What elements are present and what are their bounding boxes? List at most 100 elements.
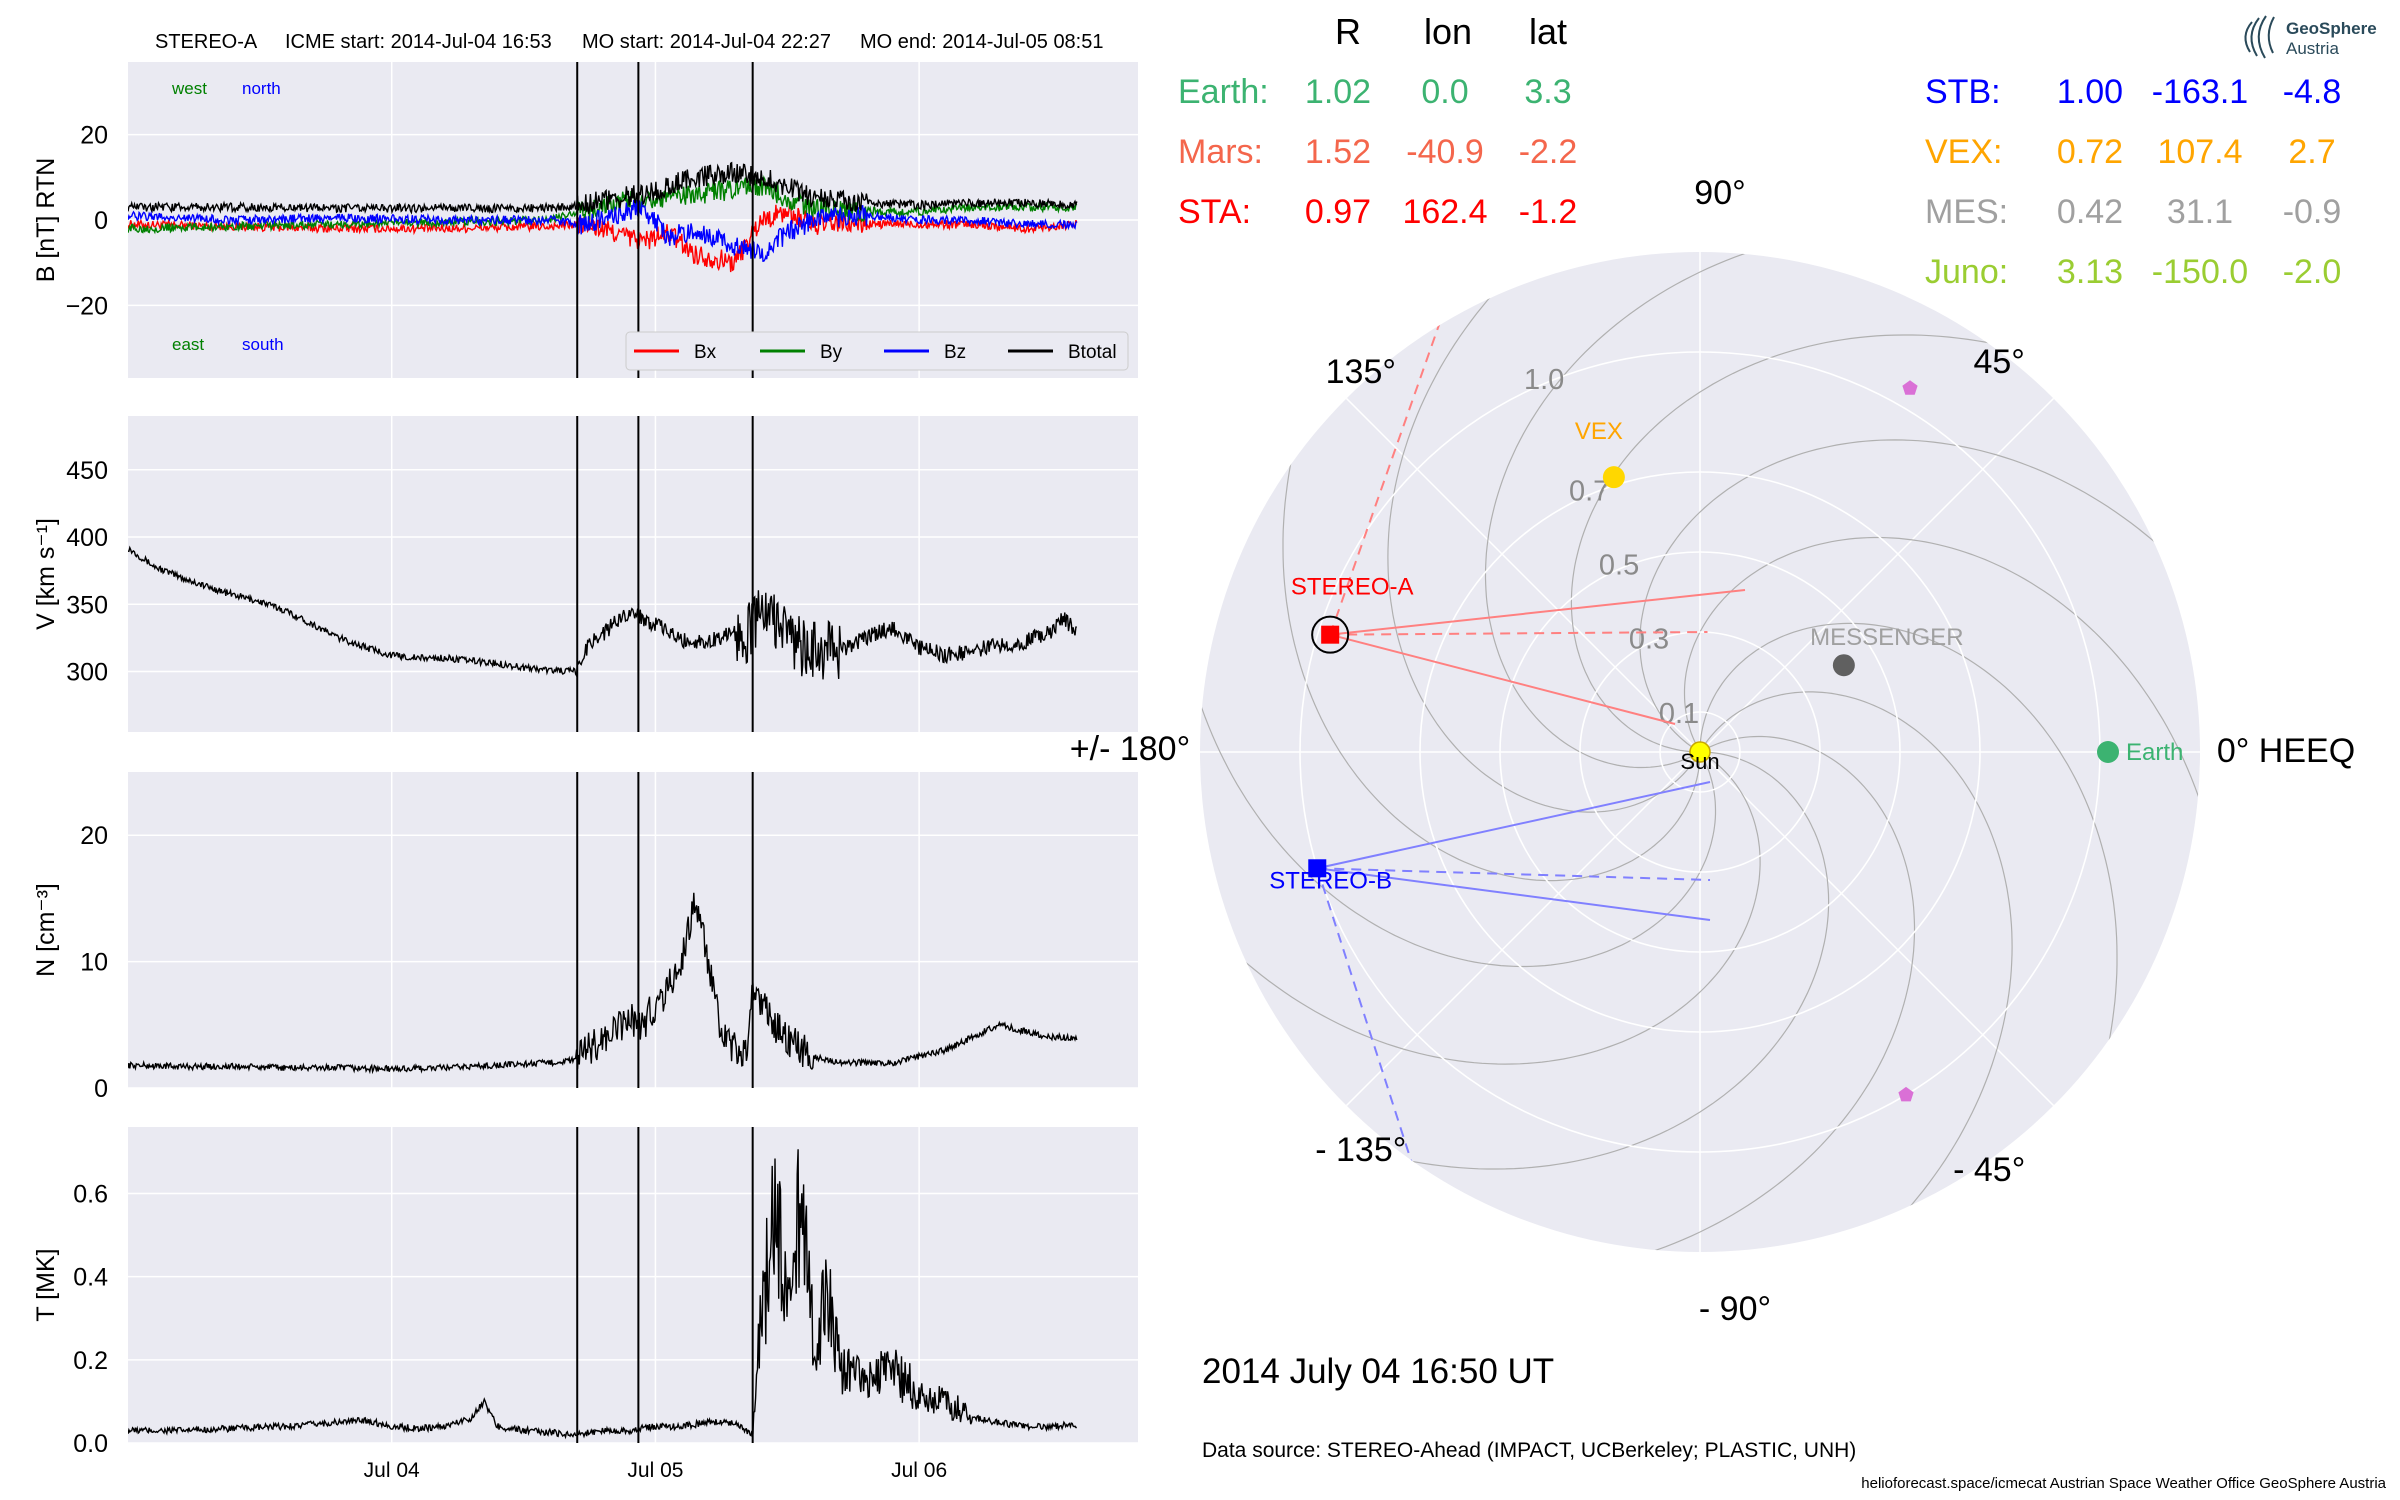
y-tick-label: 450 <box>66 457 108 485</box>
y-tick-label: 350 <box>66 591 108 619</box>
parker-spirals <box>1200 252 2200 1252</box>
table-header: lon <box>1424 11 1472 52</box>
icme-start-label: ICME start: 2014-Jul-04 16:53 <box>285 31 552 53</box>
table-row: STB: 1.00 -163.1 -4.8 <box>1925 73 2341 111</box>
radius-label: 0.5 <box>1599 550 1639 582</box>
messenger-marker <box>1832 654 1855 677</box>
row-r: 0.42 <box>2057 193 2123 231</box>
spiral-line <box>1375 751 1830 1170</box>
polar-plot: 0.1 0.3 0.5 0.7 1.0 90° 135° 45° +/- 180° 0° HEEQ… <box>1070 174 2355 1328</box>
row-lon: 0.0 <box>1421 73 1468 111</box>
target-ring <box>1311 615 1350 654</box>
point-vex: VEX <box>1575 418 1625 489</box>
spiral-line <box>1570 334 2025 753</box>
row-lon: 107.4 <box>2157 133 2242 171</box>
row-name: STB: <box>1925 73 2001 111</box>
mo-start-label: MO start: 2014-Jul-04 22:27 <box>582 31 831 53</box>
stb-fieldline <box>1317 781 1711 870</box>
table-row: STA: 0.97 162.4 -1.2 <box>1178 193 1577 231</box>
sta-fieldline <box>1329 633 1676 725</box>
series-by <box>128 175 1078 235</box>
south-label: south <box>242 335 284 354</box>
east-label: east <box>172 335 204 354</box>
spiral-line <box>1619 735 1916 1252</box>
row-lon: -40.9 <box>1406 133 1484 171</box>
earth-marker <box>2097 741 2119 763</box>
y-axis-label: N [cm⁻³] <box>32 883 60 977</box>
spiral-line <box>1639 439 2183 749</box>
legend-label: By <box>820 342 843 363</box>
y-tick-label: 300 <box>66 658 108 686</box>
radius-label: 0.7 <box>1569 475 1609 507</box>
row-r: 1.52 <box>1305 133 1371 171</box>
logo-swirl-icon <box>2244 15 2275 59</box>
row-lat: -0.9 <box>2283 193 2342 231</box>
panel-background <box>128 1127 1138 1443</box>
row-lon: 162.4 <box>1402 193 1487 231</box>
table-header: lat <box>1529 11 1567 52</box>
row-name: VEX: <box>1925 133 2002 171</box>
earth-label: Earth <box>2126 739 2183 766</box>
polar-spoke <box>1345 751 1701 1107</box>
sta-fieldline <box>1330 589 1746 636</box>
y-tick-label: 0 <box>94 1075 108 1103</box>
row-r: 1.02 <box>1305 73 1371 111</box>
row-name: Earth: <box>1178 73 1269 111</box>
row-lat: -1.2 <box>1519 193 1578 231</box>
stereo-a-label: STEREO-A <box>1291 574 1414 601</box>
x-tick-label: Jul 04 <box>364 1459 420 1482</box>
stb-fieldline <box>1317 867 1711 921</box>
y-axis-label: B [nT] RTN <box>32 158 60 283</box>
point-stereo-b: STEREO-B <box>1269 859 1392 894</box>
spiral-line <box>1217 755 1761 1065</box>
panel-t: 0.6 0.4 0.2 0.0 T [MK] Jul 04 Jul 05 Jul 06 <box>32 1127 1138 1482</box>
sta-fieldline <box>1329 321 1441 636</box>
radius-label: 0.1 <box>1659 698 1699 730</box>
row-r: 0.97 <box>1305 193 1371 231</box>
stereo-b-marker <box>1308 859 1327 878</box>
timeseries-panels: 20 0 −20B [nT] RTN west north east south Bx By Bz… <box>32 62 1138 1482</box>
angle-label: - 135° <box>1315 1131 1406 1169</box>
stereo-b-label: STEREO-B <box>1269 867 1392 894</box>
table-row: VEX: 0.72 107.4 2.7 <box>1925 133 2336 171</box>
spiral-line <box>1484 252 1781 769</box>
west-label: west <box>171 79 207 98</box>
panel-n: 20 10 0 N [cm⁻³] <box>32 772 1138 1103</box>
row-lon: 31.1 <box>2167 193 2233 231</box>
credits-label: helioforecast.space/icmecat Austrian Spa… <box>1861 1475 2386 1492</box>
table-row: Earth: 1.02 0.0 3.3 <box>1178 73 1572 111</box>
north-label: north <box>242 79 281 98</box>
row-lat: 3.3 <box>1524 73 1571 111</box>
y-tick-label: 0.6 <box>73 1181 108 1209</box>
y-tick-label: 0.0 <box>73 1430 108 1458</box>
row-r: 1.00 <box>2057 73 2123 111</box>
row-name: Mars: <box>1178 133 1263 171</box>
angle-label: - 90° <box>1699 1290 1771 1328</box>
radius-ring <box>1419 471 1981 1033</box>
row-lat: 2.7 <box>2288 133 2335 171</box>
data-source-label: Data source: STEREO-Ahead (IMPACT, UCBer… <box>1202 1439 1856 1462</box>
y-tick-label: 0.2 <box>73 1347 108 1375</box>
row-name: MES: <box>1925 193 2008 231</box>
table-row: MES: 0.42 31.1 -0.9 <box>1925 193 2341 231</box>
y-tick-label: 10 <box>80 949 108 977</box>
row-name: Juno: <box>1925 253 2008 291</box>
legend-label: Bx <box>694 342 717 363</box>
radius-label: 0.3 <box>1629 624 1669 656</box>
table-row: Mars: 1.52 -40.9 -2.2 <box>1178 133 1577 171</box>
spiral-line <box>1699 622 2118 1077</box>
sta-fieldline <box>1330 631 1708 636</box>
point-earth: Earth <box>2097 739 2183 766</box>
polar-spoke <box>1699 397 2055 753</box>
table-row: Juno: 3.13 -150.0 -2.0 <box>1925 253 2341 291</box>
angle-label: 135° <box>1326 353 1396 391</box>
point-probe-south <box>1898 1086 1914 1102</box>
point-probe-north <box>1902 380 1918 395</box>
sun-marker <box>1689 741 1711 763</box>
y-tick-label: 0.4 <box>73 1264 108 1292</box>
spiral-line <box>1200 671 1717 968</box>
y-tick-label: −20 <box>66 292 108 320</box>
